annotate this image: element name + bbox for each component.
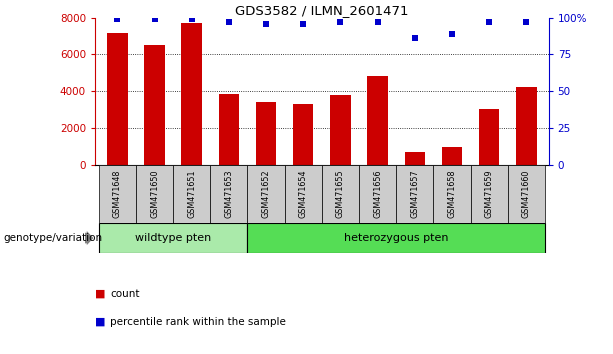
Text: GSM471660: GSM471660: [522, 169, 531, 218]
Text: GSM471648: GSM471648: [113, 169, 122, 218]
Text: GSM471651: GSM471651: [187, 169, 196, 218]
Bar: [479, 109, 500, 165]
Text: GSM471653: GSM471653: [224, 169, 234, 218]
Point: [522, 19, 531, 25]
Bar: [396, 165, 433, 223]
Text: percentile rank within the sample: percentile rank within the sample: [110, 317, 286, 327]
Point: [299, 21, 308, 27]
Bar: [219, 94, 239, 165]
Bar: [330, 95, 351, 165]
Bar: [144, 45, 165, 165]
Bar: [442, 147, 462, 165]
Bar: [367, 75, 388, 165]
Text: GSM471659: GSM471659: [485, 169, 493, 218]
Point: [484, 19, 494, 25]
Text: count: count: [110, 289, 140, 299]
Bar: [471, 165, 508, 223]
Bar: [508, 165, 545, 223]
Point: [261, 21, 271, 27]
Bar: [516, 87, 536, 165]
Text: GSM471654: GSM471654: [299, 169, 308, 218]
Bar: [293, 104, 313, 165]
Bar: [181, 23, 202, 165]
Bar: [99, 223, 248, 253]
Text: ■: ■: [95, 317, 105, 327]
Point: [447, 31, 457, 37]
Text: GSM471658: GSM471658: [447, 169, 457, 218]
Bar: [322, 165, 359, 223]
Text: GSM471655: GSM471655: [336, 169, 345, 218]
FancyArrow shape: [85, 231, 93, 245]
Point: [150, 16, 159, 22]
Bar: [433, 165, 471, 223]
Text: heterozygous pten: heterozygous pten: [344, 233, 449, 243]
Text: genotype/variation: genotype/variation: [3, 233, 102, 243]
Bar: [99, 165, 136, 223]
Text: GSM471650: GSM471650: [150, 169, 159, 218]
Bar: [107, 33, 128, 165]
Text: wildtype pten: wildtype pten: [135, 233, 211, 243]
Text: ■: ■: [95, 289, 105, 299]
Bar: [136, 165, 173, 223]
Point: [112, 16, 122, 22]
Bar: [210, 165, 248, 223]
Bar: [405, 152, 425, 165]
Bar: [173, 165, 210, 223]
Title: GDS3582 / ILMN_2601471: GDS3582 / ILMN_2601471: [235, 4, 409, 17]
Point: [187, 16, 197, 22]
Bar: [284, 165, 322, 223]
Point: [335, 19, 345, 25]
Text: GSM471657: GSM471657: [410, 169, 419, 218]
Text: GSM471652: GSM471652: [262, 169, 270, 218]
Bar: [248, 223, 545, 253]
Bar: [256, 102, 276, 165]
Point: [373, 19, 383, 25]
Text: GSM471656: GSM471656: [373, 169, 382, 218]
Point: [410, 35, 420, 41]
Bar: [359, 165, 396, 223]
Point: [224, 19, 234, 25]
Bar: [248, 165, 284, 223]
